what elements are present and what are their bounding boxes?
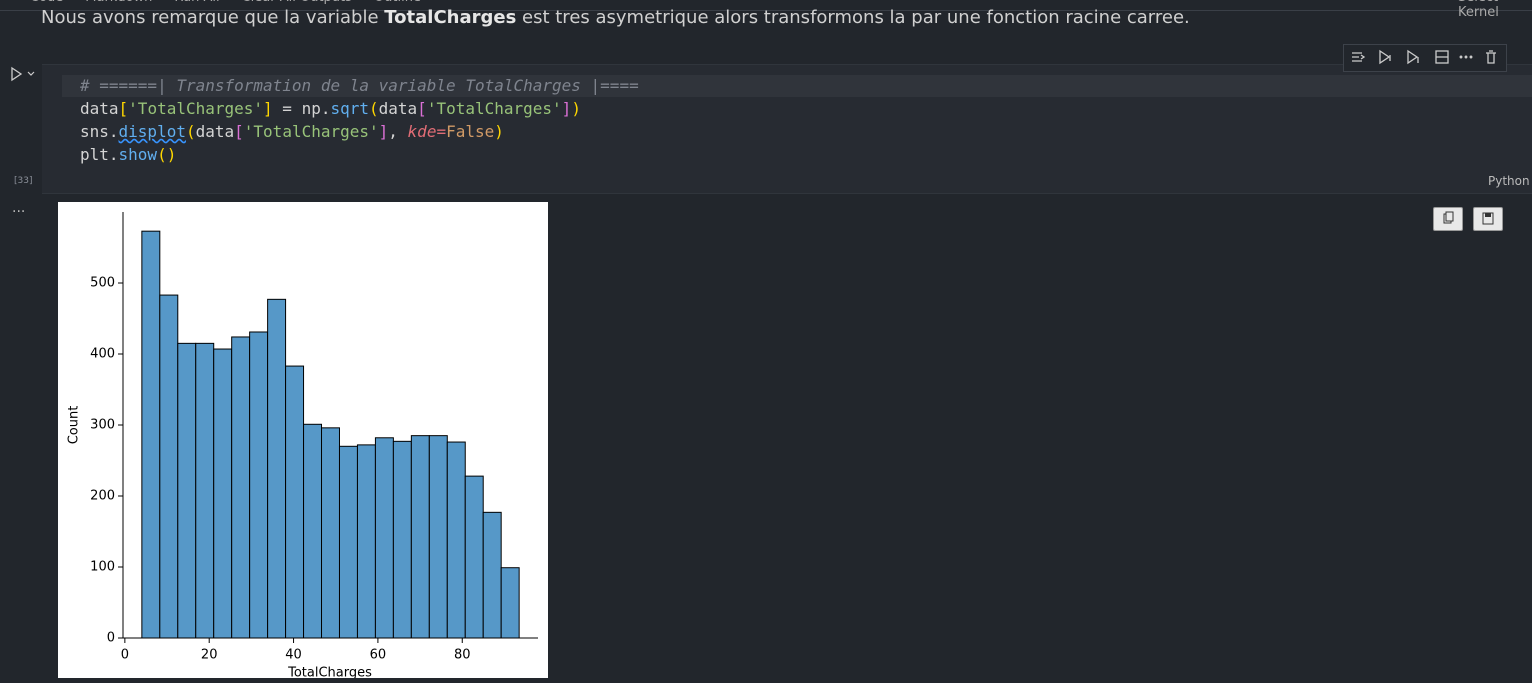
y-tick-label: 400 bbox=[90, 347, 115, 362]
y-tick-label: 0 bbox=[107, 631, 115, 646]
more-actions[interactable] bbox=[1459, 55, 1473, 59]
copy-output[interactable] bbox=[1433, 207, 1463, 231]
code-token: ] bbox=[263, 99, 273, 118]
code-token: False bbox=[446, 122, 495, 141]
bar bbox=[195, 342, 215, 639]
toolbar-item[interactable]: Markdown bbox=[85, 0, 152, 5]
code-token: ] bbox=[561, 99, 572, 118]
y-tick-label: 100 bbox=[90, 560, 115, 575]
code-token: kde bbox=[407, 122, 437, 141]
y-tick-label: 200 bbox=[90, 489, 115, 504]
code-token: , bbox=[388, 122, 408, 141]
bar bbox=[446, 441, 466, 639]
code-token: [ bbox=[234, 122, 244, 141]
md-text: Nous avons remarque que la variable bbox=[41, 7, 385, 28]
bar bbox=[249, 331, 269, 639]
bar bbox=[338, 445, 358, 639]
bar bbox=[213, 348, 233, 639]
bar bbox=[464, 475, 484, 639]
bar bbox=[267, 298, 287, 639]
delete-cell[interactable] bbox=[1486, 50, 1496, 64]
code-token: ] bbox=[378, 122, 389, 141]
run-above[interactable] bbox=[1379, 49, 1391, 65]
y-axis-label: Count bbox=[67, 406, 82, 445]
bar bbox=[392, 440, 412, 639]
toolbar-item[interactable]: Clear All Outputs bbox=[242, 0, 352, 5]
code-token: ) bbox=[494, 122, 504, 141]
bar bbox=[141, 230, 161, 639]
x-tick-label: 60 bbox=[370, 648, 387, 663]
notebook-toolbar: Code Markdown Run All Clear All Outputs Outl… bbox=[0, 0, 1532, 20]
toolbar-item[interactable]: Code bbox=[30, 0, 63, 5]
code-token: [ bbox=[118, 99, 129, 118]
code-token: plt. bbox=[80, 145, 119, 164]
y-tick-label: 300 bbox=[90, 418, 115, 433]
code-token: show bbox=[118, 145, 158, 164]
code-token: data bbox=[195, 122, 235, 141]
current-line bbox=[62, 75, 1532, 97]
code-line: sns.displot(data['TotalCharges'], kde=Fa… bbox=[80, 122, 504, 141]
run-button[interactable] bbox=[8, 66, 40, 84]
md-text: est tres asymetrique alors transformons … bbox=[516, 7, 1190, 28]
bar bbox=[356, 444, 376, 639]
output-menu[interactable]: ... bbox=[12, 200, 26, 216]
bar bbox=[500, 567, 520, 639]
toolbar-item[interactable]: Outline bbox=[374, 0, 421, 5]
chart: Count TotalCharges 0 100 200 300 400 500 0 20 40… bbox=[58, 202, 548, 678]
code-token: 'TotalCharges' bbox=[128, 99, 264, 118]
bar bbox=[177, 342, 197, 639]
code-token: ( bbox=[369, 99, 379, 118]
code-token: ( bbox=[185, 122, 196, 141]
code-token: 'TotalCharges' bbox=[426, 99, 562, 118]
split-cell[interactable] bbox=[1435, 50, 1449, 64]
bar bbox=[321, 427, 340, 639]
save-output[interactable] bbox=[1473, 207, 1503, 231]
markdown-cell: Nous avons remarque que la variable Tota… bbox=[41, 7, 1190, 28]
code-token: [ bbox=[417, 99, 427, 118]
code-token: sqrt bbox=[330, 99, 369, 118]
bar bbox=[374, 437, 394, 639]
bar bbox=[428, 435, 448, 639]
code-line: data['TotalCharges'] = np.sqrt(data['Tot… bbox=[80, 99, 581, 118]
cell-language[interactable]: Python bbox=[1488, 174, 1530, 188]
code-token: data bbox=[378, 99, 418, 118]
code-token: ) bbox=[571, 99, 581, 118]
code-token: = bbox=[436, 122, 447, 141]
kernel-picker[interactable]: Select Kernel bbox=[1458, 0, 1499, 20]
bar bbox=[159, 294, 179, 639]
cell-toolbar bbox=[1343, 44, 1507, 72]
code-line: # ======| Transformation de la variable … bbox=[80, 76, 639, 95]
execute-above[interactable] bbox=[1352, 52, 1366, 62]
code-token: 'TotalCharges' bbox=[243, 122, 379, 141]
code-line: plt.show() bbox=[80, 145, 176, 164]
bar bbox=[410, 435, 430, 639]
code-token: displot bbox=[118, 122, 186, 141]
toolbar-item[interactable]: Run All bbox=[174, 0, 219, 5]
code-token: = np. bbox=[272, 99, 331, 118]
y-tick-label: 500 bbox=[90, 276, 115, 291]
x-tick-label: 0 bbox=[121, 648, 129, 663]
code-token: data bbox=[80, 99, 119, 118]
x-tick-label: 20 bbox=[201, 648, 218, 663]
bar bbox=[303, 423, 323, 639]
md-bold: TotalCharges bbox=[384, 7, 517, 28]
x-axis-label: TotalCharges bbox=[287, 666, 372, 679]
bar bbox=[231, 336, 251, 639]
run-below[interactable] bbox=[1407, 49, 1419, 65]
code-token: sns. bbox=[80, 122, 119, 141]
x-tick-label: 80 bbox=[454, 648, 471, 663]
x-tick-label: 40 bbox=[285, 648, 302, 663]
code-token: # ======| Transformation de la variable … bbox=[80, 76, 639, 95]
bar bbox=[482, 511, 502, 639]
bar bbox=[285, 365, 305, 639]
code-token: () bbox=[157, 145, 177, 164]
execution-count: [33] bbox=[14, 176, 33, 186]
